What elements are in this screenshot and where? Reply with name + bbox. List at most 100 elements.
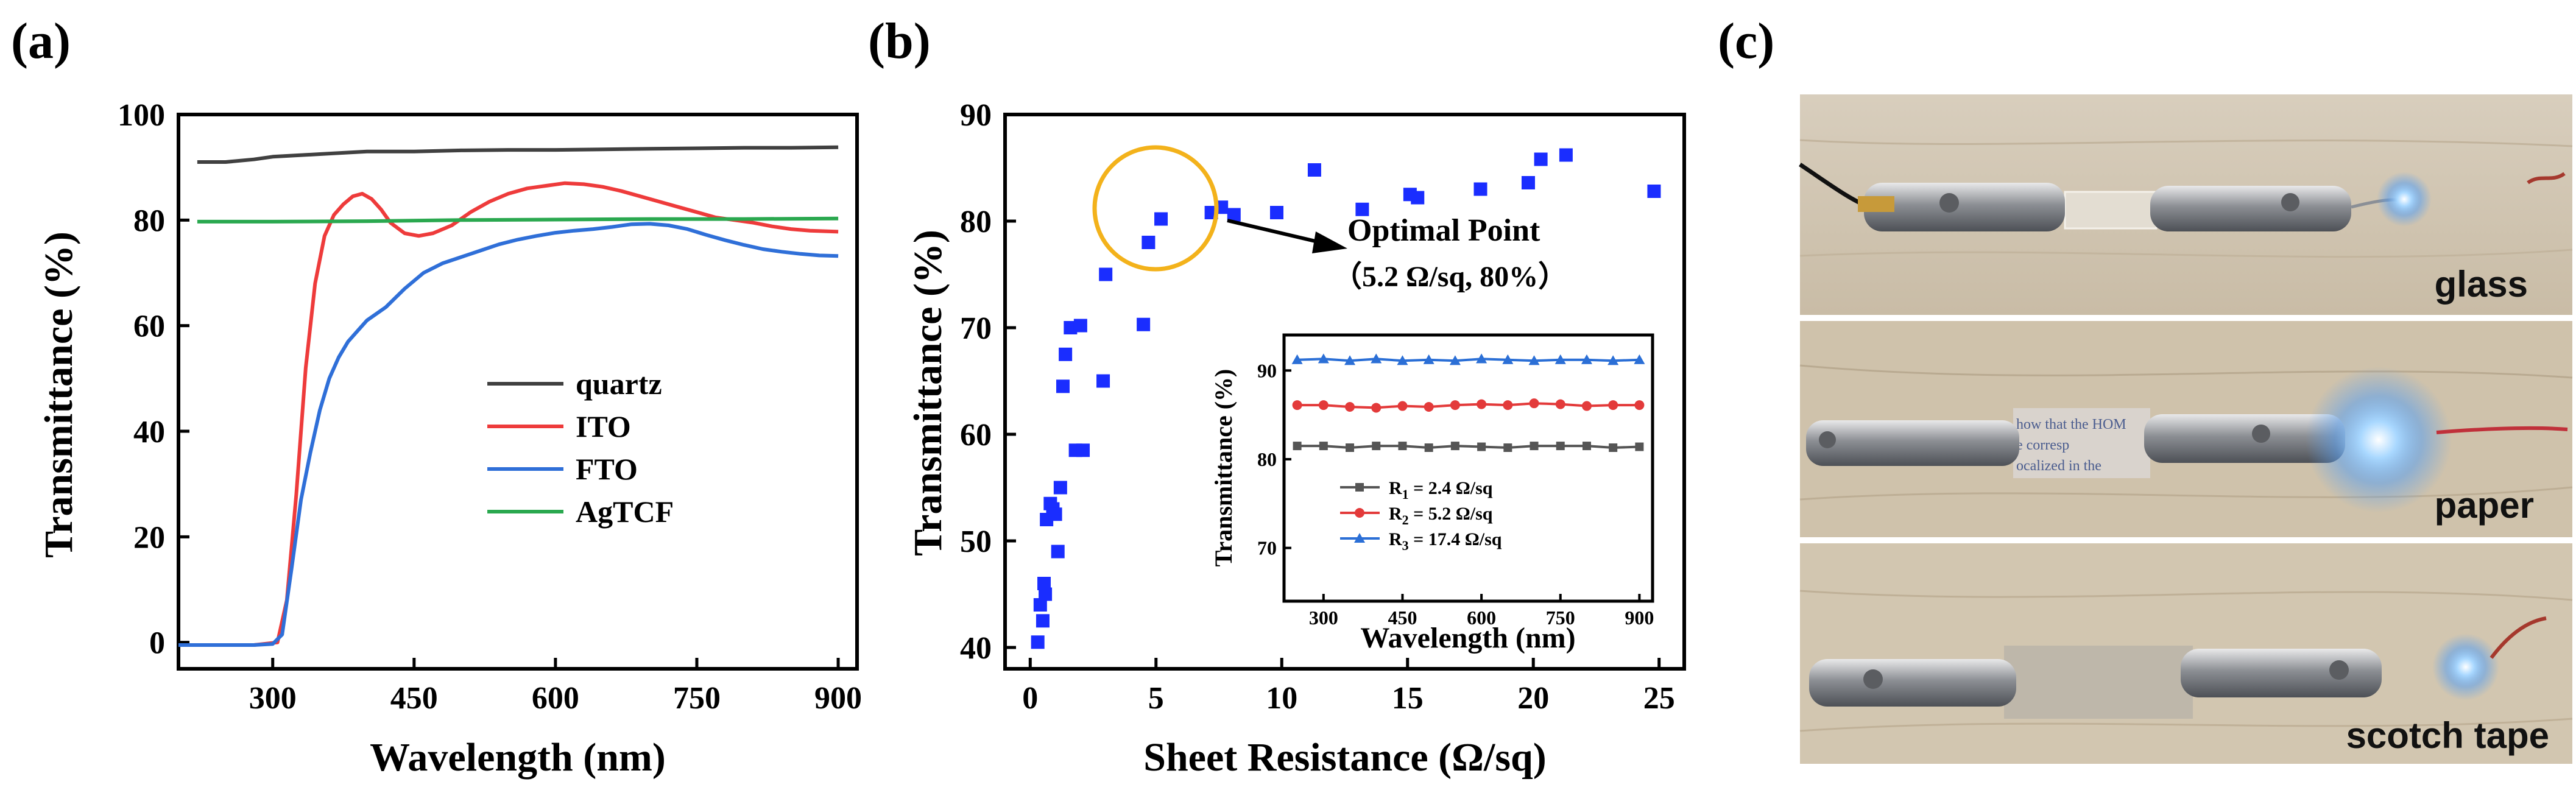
inset-series-line-r1 — [1297, 445, 1640, 450]
inset-legend-marker-r1 — [1355, 483, 1364, 492]
led-glow-glass — [2377, 172, 2432, 227]
chart-a-xtick-label: 450 — [390, 681, 438, 716]
inset-marker-r3 — [1607, 355, 1619, 365]
inset-legend-marker-r2 — [1355, 508, 1364, 518]
inset-plot-frame — [1282, 333, 1654, 603]
optimal-point-title: Optimal Point — [1347, 213, 1540, 248]
series-line-agtcf — [197, 216, 839, 224]
inset-marker-r2 — [1424, 401, 1434, 412]
scatter-point — [1064, 321, 1078, 334]
inset-marker-r3 — [1291, 354, 1303, 364]
inset-marker-r3 — [1554, 354, 1566, 364]
chart-a-xtick-label: 300 — [249, 681, 297, 716]
series-line-fto — [178, 222, 839, 647]
inset-marker-r2 — [1318, 400, 1329, 411]
inset-xtick-label: 300 — [1309, 607, 1338, 629]
chart-a-xtick-label: 750 — [673, 681, 721, 716]
chart-b-plot-frame — [1003, 113, 1686, 671]
scatter-point — [1559, 148, 1573, 162]
photo-scotch-tape: scotch tape — [1799, 543, 2573, 764]
paper-text-2: e corresp — [2016, 437, 2069, 453]
inset-marker-r2 — [1634, 400, 1645, 411]
scatter-point — [1355, 202, 1369, 216]
inset-legend-label-r3: R3 = 17.4 Ω/sq — [1389, 529, 1502, 553]
panel-label-c: (c) — [1718, 13, 1774, 69]
scatter-point — [1051, 545, 1065, 559]
chart-a-ytick-label: 20 — [133, 520, 165, 555]
chart-a-ytick-label: 60 — [133, 309, 165, 344]
optimal-point-arrow-line — [1227, 219, 1321, 244]
chart-a-xlabel: Wavelength (nm) — [370, 735, 666, 780]
chart-a-ytick-label: 0 — [149, 626, 165, 661]
inset-marker-r1 — [1609, 443, 1618, 452]
inset-xtick-label: 600 — [1467, 607, 1496, 629]
scatter-point — [1076, 443, 1090, 457]
glass-substrate — [2064, 191, 2158, 230]
chart-b-ytick-label: 50 — [960, 524, 992, 559]
inset-ytick-label: 70 — [1257, 537, 1277, 559]
chart-b-ytick-label: 80 — [960, 205, 992, 239]
inset-marker-r1 — [1293, 442, 1302, 451]
paper-text-3: ocalized in the — [2016, 458, 2101, 474]
optimal-point-circle — [1092, 145, 1219, 272]
inset-marker-r1 — [1346, 443, 1355, 452]
optimal-point-detail: （5.2 Ω/sq, 80%） — [1333, 261, 1567, 293]
chart-b-ytick-label: 70 — [960, 311, 992, 346]
inset-marker-r3 — [1581, 354, 1592, 364]
inset-marker-r1 — [1372, 442, 1381, 451]
inset-marker-r1 — [1477, 442, 1486, 451]
paper-text-1: how that the HOM — [2016, 417, 2126, 432]
inset-marker-r3 — [1344, 355, 1356, 365]
inset-marker-r1 — [1635, 442, 1644, 451]
photo-label-glass: glass — [2435, 264, 2528, 305]
photo-paper: how that the HOM e corresp ocalized in t… — [1799, 321, 2573, 537]
inset-legend-label-r1: R1 = 2.4 Ω/sq — [1389, 478, 1493, 502]
scatter-point — [1073, 319, 1087, 333]
clip-right-paper — [2144, 414, 2345, 463]
chart-a-xtick-label: 600 — [532, 681, 579, 716]
legend-label-fto: FTO — [576, 452, 638, 486]
clip-left-glass — [1864, 183, 2065, 231]
inset-xtick-label: 750 — [1546, 607, 1575, 629]
scatter-point — [1411, 191, 1425, 205]
chart-b-xtick-label: 25 — [1643, 681, 1675, 716]
inset-marker-r3 — [1476, 353, 1487, 364]
chart-b: 0 5 10 15 20 25 40 50 60 70 80 90 Optimal Point （5.… — [906, 98, 1686, 780]
inset-ytick-label: 80 — [1257, 448, 1277, 470]
chart-a-ytick-label: 100 — [118, 98, 165, 133]
scatter-point — [1053, 481, 1067, 495]
scatter-point — [1039, 587, 1053, 601]
clip-right-glass — [2150, 186, 2351, 231]
inset-xlabel: Wavelength (nm) — [1360, 622, 1575, 654]
paper-substrate — [2013, 408, 2150, 478]
scatter-point — [1521, 176, 1535, 189]
scatter-point — [1227, 208, 1241, 222]
inset-marker-r2 — [1581, 401, 1592, 411]
scatter-point — [1154, 212, 1168, 226]
inset-marker-r1 — [1398, 442, 1407, 451]
photo-label-scotch-tape: scotch tape — [2346, 715, 2549, 756]
chart-b-xtick-label: 20 — [1517, 681, 1549, 716]
inset-marker-r1 — [1530, 442, 1539, 451]
panel-label-a: (a) — [11, 13, 71, 69]
inset-marker-r3 — [1423, 354, 1434, 364]
inset-marker-r3 — [1528, 355, 1540, 365]
scatter-point — [1033, 598, 1047, 612]
chart-b-ylabel: Transmittance (%) — [906, 230, 950, 556]
scatter-point — [1096, 374, 1110, 388]
led-glow-paper — [2306, 367, 2452, 513]
chart-b-ytick-label: 90 — [960, 98, 992, 133]
scatter-point — [1036, 614, 1050, 628]
inset-marker-r1 — [1556, 442, 1565, 451]
optimal-point-arrowhead — [1312, 231, 1347, 253]
scatter-point — [1307, 163, 1321, 177]
inset-marker-r2 — [1477, 399, 1487, 409]
chart-b-xtick-label: 15 — [1392, 681, 1424, 716]
inset-marker-r3 — [1449, 355, 1461, 365]
series-line-ito — [178, 181, 839, 647]
legend-label-ito: ITO — [576, 409, 631, 443]
chart-a: 300 450 600 750 900 0 20 40 60 80 100 Wavelength (… — [37, 98, 862, 780]
inset-marker-r1 — [1582, 442, 1591, 451]
